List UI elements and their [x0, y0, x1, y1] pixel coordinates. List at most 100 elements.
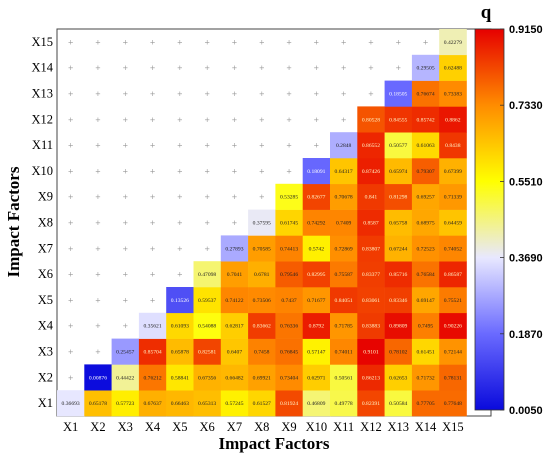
- cell-value-label: 0.18091: [307, 169, 325, 175]
- colorbar-title: q: [481, 2, 492, 23]
- heatmap-cell: [302, 312, 331, 339]
- cell-value-label: 0.7041: [227, 272, 243, 278]
- cell-value-label: 0.85716: [389, 272, 407, 278]
- cell-value-label: 0.65974: [389, 169, 407, 175]
- heatmap-cell: [357, 364, 385, 391]
- empty-cell-marker: +: [68, 193, 74, 201]
- x-axis-ticks: X1 X2 X3 X4 X5 X6 X7 X8 X9 X10 X11 X12 X13 X14 X15: [63, 420, 464, 434]
- empty-cell-marker: +: [95, 348, 101, 356]
- y-tick-label: X6: [38, 267, 53, 281]
- heatmap-cell: [357, 183, 385, 210]
- heatmap-cell: [384, 287, 413, 314]
- cell-value-label: 0.77648: [444, 401, 462, 407]
- cell-value-label: 0.82581: [198, 350, 216, 356]
- y-tick-label: X13: [31, 87, 53, 101]
- cell-value-label: 0.72869: [335, 246, 353, 252]
- cell-value-label: 0.74413: [280, 246, 298, 252]
- empty-cell-marker: +: [68, 296, 74, 304]
- cell-value-label: 0.27893: [225, 246, 243, 252]
- cell-value-label: 0.65313: [198, 401, 216, 407]
- cell-value-label: 0.35621: [143, 324, 161, 330]
- x-tick-label: X8: [254, 420, 269, 434]
- heatmap-cell: [193, 390, 222, 417]
- empty-cell-marker: +: [204, 245, 210, 253]
- cell-value-label: 0.71677: [307, 298, 325, 304]
- heatmap-cell: [384, 261, 413, 288]
- cell-value-label: 0.89809: [389, 324, 407, 330]
- cell-value-label: 0.57147: [307, 350, 325, 356]
- empty-cell-marker: +: [150, 38, 156, 46]
- heatmap-cell: [275, 390, 303, 417]
- empty-cell-marker: +: [95, 90, 101, 98]
- empty-cell-marker: +: [286, 116, 292, 124]
- heatmap-cell: [330, 132, 358, 159]
- empty-cell-marker: +: [95, 116, 101, 124]
- heatmap-cell: [439, 312, 467, 339]
- heatmap-cell: [330, 364, 358, 391]
- cell-value-label: 0.6781: [254, 272, 270, 278]
- cell-value-label: 0.13526: [171, 298, 189, 304]
- empty-cell-marker: +: [286, 142, 292, 150]
- empty-cell-marker: +: [259, 64, 265, 72]
- cell-value-label: 0.74292: [307, 221, 325, 227]
- empty-cell-marker: +: [232, 116, 238, 124]
- empty-cell-marker: +: [122, 142, 128, 150]
- empty-cell-marker: +: [68, 167, 74, 175]
- cell-value-label: 0.64317: [335, 169, 353, 175]
- cell-value-label: 0.50577: [389, 143, 407, 149]
- empty-cell-marker: +: [122, 296, 128, 304]
- cell-value-label: 0.76584: [416, 272, 434, 278]
- heatmap-cell: [275, 364, 303, 391]
- cell-value-label: 0.73383: [444, 92, 462, 98]
- heatmap-cell: [166, 364, 194, 391]
- empty-cell-marker: +: [68, 142, 74, 150]
- cell-value-label: 0.83346: [389, 298, 407, 304]
- cell-value-label: 0.65878: [171, 350, 189, 356]
- cell-value-label: 0.82677: [307, 195, 325, 201]
- empty-cell-marker: +: [68, 90, 74, 98]
- heatmap-cell: [439, 287, 467, 314]
- cell-value-label: 0.36693: [62, 401, 80, 407]
- empty-cell-marker: +: [122, 90, 128, 98]
- cell-value-label: 0.83883: [362, 324, 380, 330]
- x-tick-label: X6: [200, 420, 215, 434]
- heatmap-cell: [302, 158, 331, 185]
- empty-cell-marker: +: [313, 142, 319, 150]
- cell-value-label: 0.85742: [416, 117, 434, 123]
- empty-cell-marker: +: [204, 219, 210, 227]
- cell-value-label: 0.76674: [416, 92, 434, 98]
- cell-value-label: 0.7437: [281, 298, 297, 304]
- heatmap-cell: [384, 209, 413, 236]
- empty-cell-marker: +: [150, 116, 156, 124]
- heatmap-cell: [193, 338, 222, 365]
- cell-value-label: 0.78102: [389, 350, 407, 356]
- cell-value-label: 0.72523: [416, 246, 434, 252]
- cell-value-label: 0.69147: [416, 298, 434, 304]
- heatmap-cell: [302, 287, 331, 314]
- empty-cell-marker: +: [122, 38, 128, 46]
- cell-value-label: 0.86552: [362, 143, 380, 149]
- cell-value-label: 0.81924: [280, 401, 298, 407]
- empty-cell-marker: +: [177, 142, 183, 150]
- cell-value-label: 0.6407: [227, 350, 243, 356]
- empty-cell-marker: +: [150, 296, 156, 304]
- empty-cell-marker: +: [68, 374, 74, 382]
- empty-cell-marker: +: [95, 38, 101, 46]
- heatmap-cell: [357, 235, 385, 262]
- heatmap-cell: [138, 364, 167, 391]
- y-tick-label: X1: [38, 396, 53, 410]
- heatmap-cell: [411, 132, 440, 159]
- heatmap-cell: [193, 287, 222, 314]
- cell-value-label: 0.67399: [444, 169, 462, 175]
- heatmap-cell: [411, 364, 440, 391]
- cell-value-label: 0.62653: [389, 375, 407, 381]
- heatmap-cell: [439, 106, 467, 133]
- empty-cell-marker: +: [177, 193, 183, 201]
- empty-cell-marker: +: [122, 167, 128, 175]
- empty-cell-marker: +: [395, 64, 401, 72]
- heatmap-cell: [248, 312, 276, 339]
- empty-cell-marker: +: [95, 271, 101, 279]
- cell-value-label: 0.7458: [254, 350, 270, 356]
- empty-cell-marker: +: [68, 116, 74, 124]
- heatmap-cell: [275, 312, 303, 339]
